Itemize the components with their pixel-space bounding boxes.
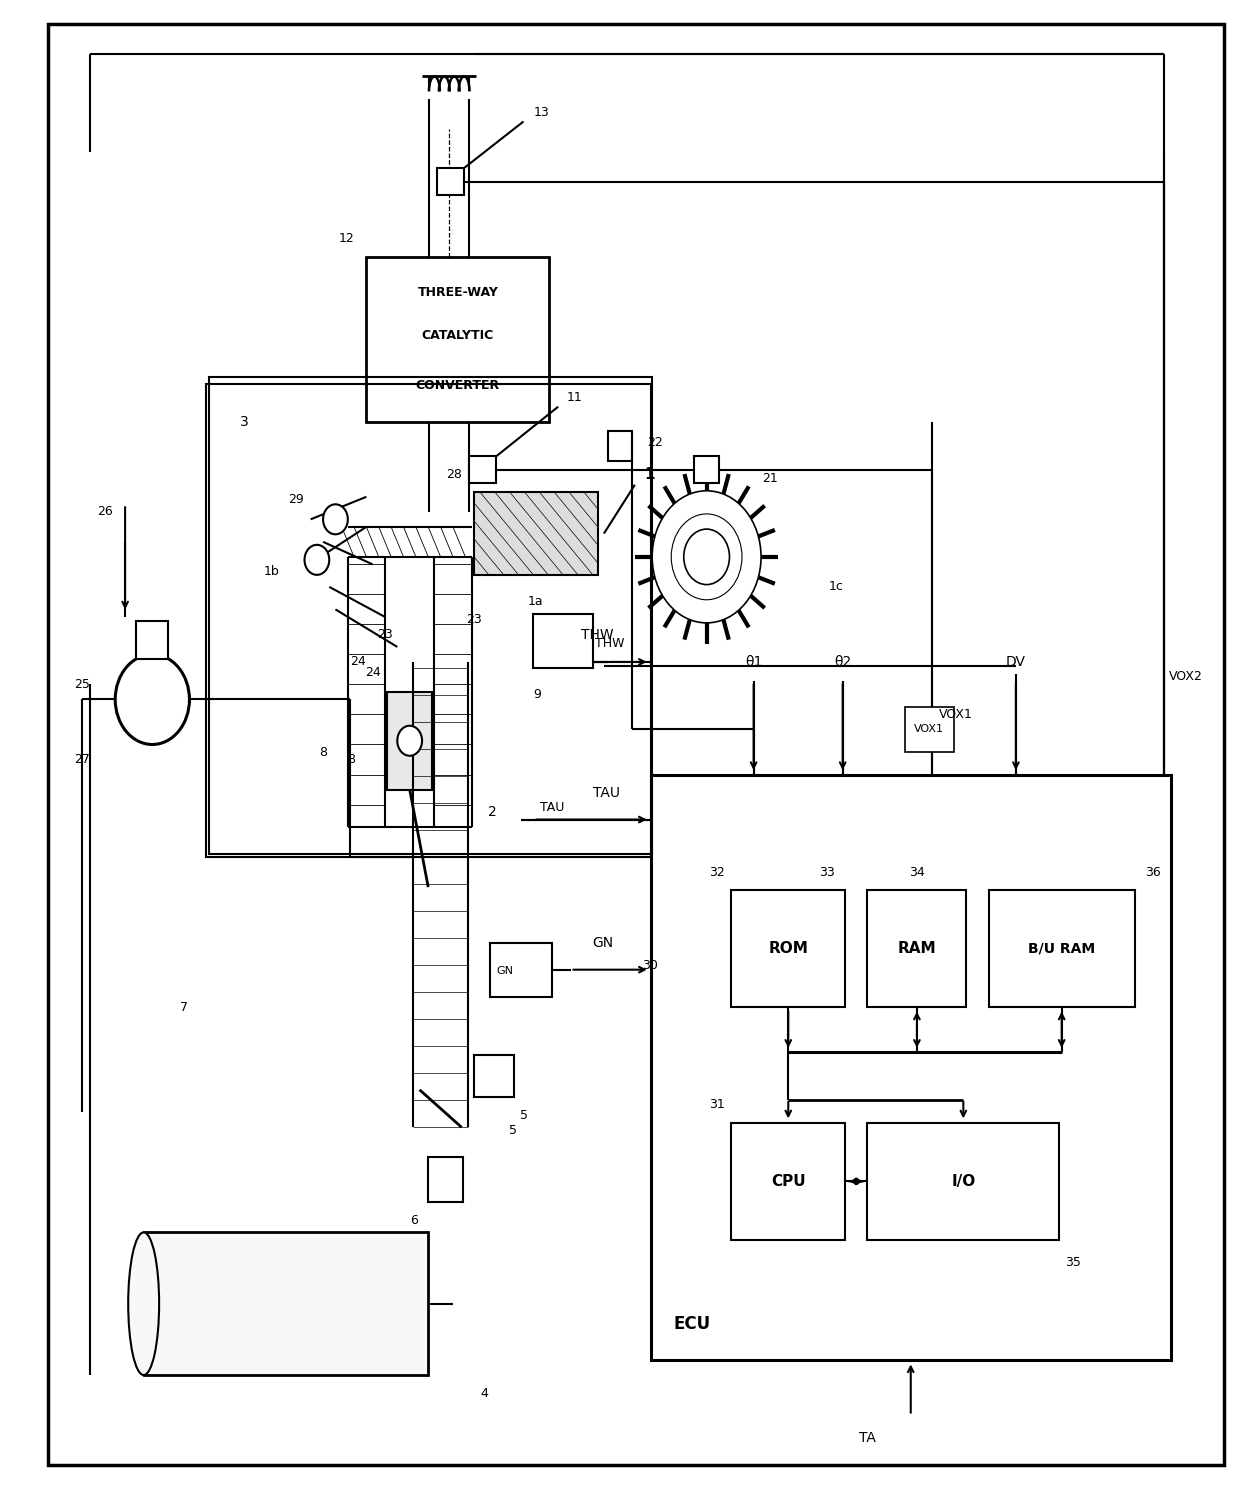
Text: 1c: 1c: [830, 581, 844, 594]
Text: θ1: θ1: [745, 654, 763, 669]
Text: 35: 35: [1065, 1256, 1081, 1269]
Text: 9: 9: [533, 689, 542, 701]
Text: 24: 24: [351, 656, 366, 668]
Text: 23: 23: [466, 614, 482, 626]
Bar: [206, 384, 651, 857]
Text: 1a: 1a: [528, 596, 543, 609]
Bar: [533, 614, 593, 668]
Bar: [651, 775, 1171, 1360]
Bar: [136, 621, 169, 659]
Text: 1: 1: [645, 466, 655, 481]
Text: DV: DV: [1006, 654, 1025, 669]
Circle shape: [324, 504, 347, 534]
Text: 2: 2: [487, 805, 496, 820]
Text: 28: 28: [445, 468, 461, 481]
Text: 36: 36: [1145, 866, 1161, 878]
Text: RAM: RAM: [898, 942, 936, 957]
Bar: [210, 376, 652, 854]
Bar: [366, 257, 549, 421]
Text: 11: 11: [567, 391, 583, 405]
Bar: [436, 168, 464, 196]
Text: CONVERTER: CONVERTER: [415, 379, 500, 393]
Text: VOX2: VOX2: [1169, 671, 1203, 683]
Bar: [608, 430, 632, 460]
Text: 8: 8: [347, 754, 355, 766]
Text: 27: 27: [74, 754, 91, 766]
Bar: [469, 456, 496, 483]
Text: I/O: I/O: [951, 1173, 976, 1188]
Text: CATALYTIC: CATALYTIC: [422, 329, 494, 343]
Text: 5: 5: [520, 1108, 528, 1122]
Text: ECU: ECU: [673, 1314, 711, 1333]
Text: VOX1: VOX1: [939, 708, 973, 720]
Text: ROM: ROM: [769, 942, 808, 957]
Bar: [490, 943, 552, 997]
Text: 30: 30: [642, 958, 658, 972]
Ellipse shape: [128, 1232, 159, 1375]
Circle shape: [397, 726, 422, 755]
Circle shape: [305, 544, 330, 575]
Bar: [474, 1056, 513, 1098]
Bar: [732, 890, 846, 1008]
Text: 26: 26: [97, 505, 113, 519]
Text: 5: 5: [508, 1123, 517, 1137]
Text: 29: 29: [288, 493, 304, 507]
Bar: [868, 1123, 1059, 1239]
Bar: [868, 890, 966, 1008]
Text: 34: 34: [909, 866, 925, 878]
Bar: [387, 692, 432, 790]
Text: THREE-WAY: THREE-WAY: [418, 286, 498, 299]
Text: 6: 6: [410, 1214, 418, 1227]
Text: 32: 32: [709, 866, 725, 878]
Text: 3: 3: [239, 415, 248, 429]
Text: 33: 33: [820, 866, 835, 878]
Text: B/U RAM: B/U RAM: [1028, 942, 1095, 955]
Text: 1b: 1b: [263, 566, 279, 579]
Text: 22: 22: [647, 436, 663, 450]
Text: TA: TA: [859, 1432, 875, 1445]
Text: GN: GN: [496, 966, 513, 976]
Text: 25: 25: [74, 678, 91, 690]
Text: 8: 8: [319, 746, 327, 758]
Text: 12: 12: [339, 232, 353, 245]
Circle shape: [115, 654, 190, 744]
Text: CPU: CPU: [771, 1173, 806, 1188]
Text: 23: 23: [377, 629, 393, 641]
Text: TAU: TAU: [593, 785, 620, 800]
Text: GN: GN: [593, 935, 614, 949]
Text: VOX1: VOX1: [914, 725, 945, 734]
Text: THW: THW: [595, 638, 625, 650]
Circle shape: [683, 529, 729, 585]
Text: 21: 21: [763, 472, 777, 486]
Bar: [988, 890, 1135, 1008]
Text: THW: THW: [582, 627, 614, 642]
Bar: [144, 1232, 428, 1375]
Bar: [732, 1123, 846, 1239]
Bar: [904, 707, 954, 752]
Text: TAU: TAU: [539, 802, 564, 814]
Text: 7: 7: [181, 1000, 188, 1014]
Text: 4: 4: [480, 1387, 489, 1400]
Bar: [428, 1158, 463, 1202]
Text: θ2: θ2: [835, 654, 852, 669]
Text: 13: 13: [533, 105, 549, 119]
Text: 31: 31: [709, 1098, 725, 1111]
Bar: [694, 456, 719, 483]
Text: 24: 24: [365, 666, 381, 678]
Bar: [474, 492, 598, 575]
Circle shape: [652, 490, 761, 623]
